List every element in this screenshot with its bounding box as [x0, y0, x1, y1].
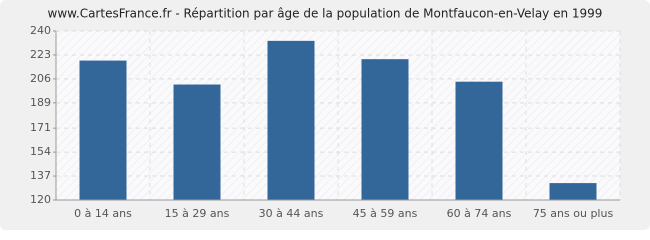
x-tick-label: 15 à 29 ans: [165, 207, 230, 220]
y-tick-label: 171: [30, 121, 51, 134]
bar: [455, 81, 503, 200]
y-tick-label: 189: [30, 96, 51, 109]
x-tick-label: 60 à 74 ans: [447, 207, 512, 220]
x-tick-label: 45 à 59 ans: [353, 207, 418, 220]
plot-area: [56, 31, 620, 200]
y-tick-label: 137: [30, 169, 51, 182]
y-tick-label: 120: [30, 193, 51, 206]
bar: [173, 84, 221, 200]
bar: [549, 183, 597, 200]
x-tick-label: 30 à 44 ans: [259, 207, 324, 220]
x-tick-label: 0 à 14 ans: [74, 207, 132, 220]
bar: [267, 40, 315, 200]
x-tick-label: 75 ans ou plus: [533, 207, 614, 220]
y-tick-label: 223: [30, 48, 51, 61]
bar: [79, 60, 127, 201]
y-tick-label: 240: [30, 24, 51, 37]
chart-title: www.CartesFrance.fr - Répartition par âg…: [48, 7, 603, 21]
y-tick-label: 206: [30, 72, 51, 85]
bar: [361, 59, 409, 200]
y-tick-label: 154: [30, 145, 51, 158]
chart: www.CartesFrance.fr - Répartition par âg…: [0, 0, 650, 230]
